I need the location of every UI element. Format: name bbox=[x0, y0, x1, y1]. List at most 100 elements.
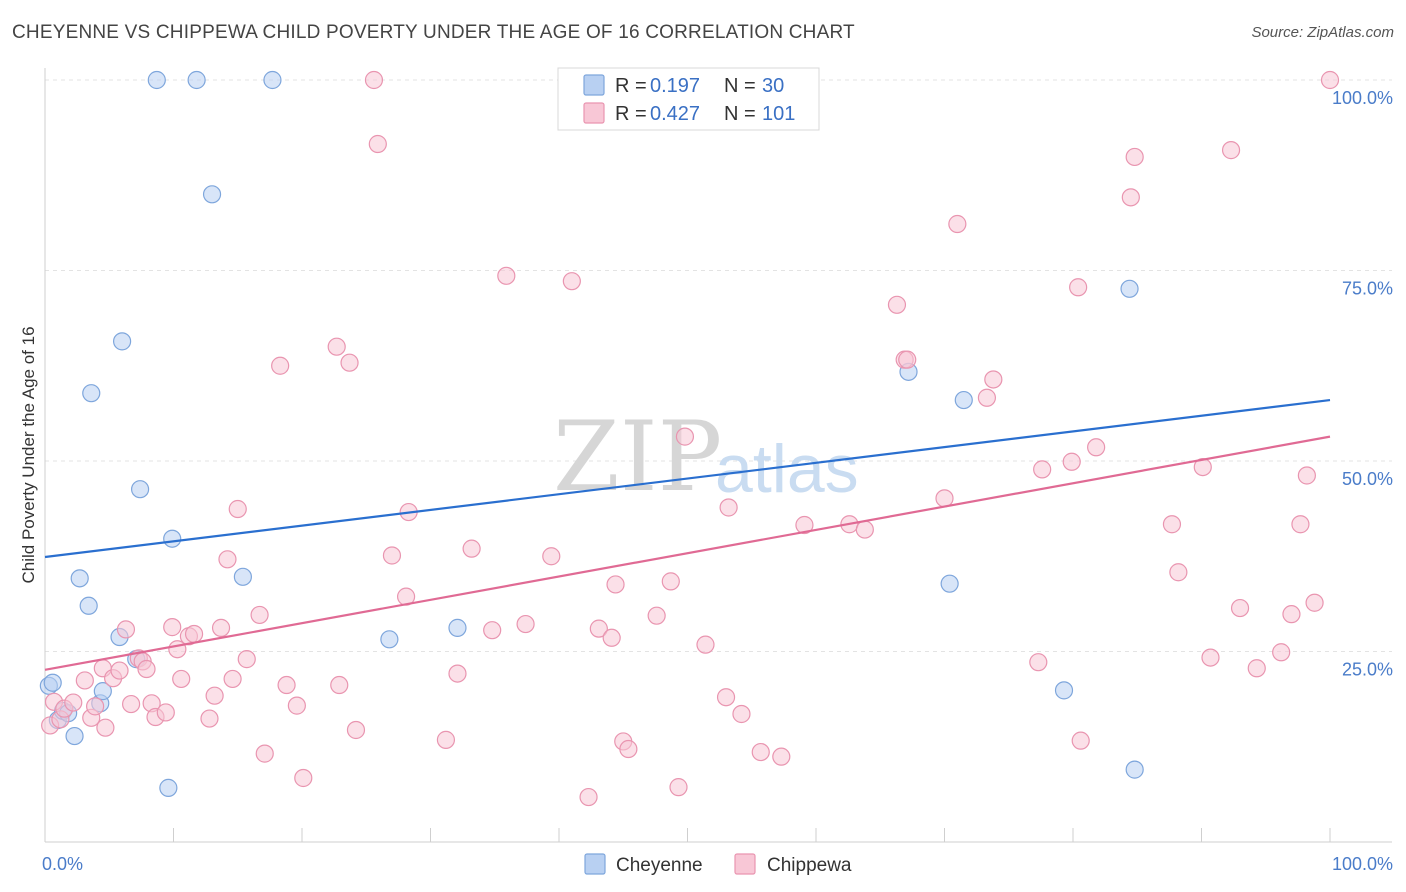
chippewa-point bbox=[562, 272, 581, 291]
chippewa-point bbox=[887, 295, 907, 314]
cheyenne-point bbox=[233, 567, 252, 586]
chippewa-point bbox=[1169, 563, 1188, 582]
legend-box: R = 0.197 N = 30 R = 0.427 N = 101 bbox=[557, 67, 820, 131]
chippewa-point bbox=[172, 669, 191, 689]
chippewa-point bbox=[1272, 643, 1291, 662]
legend-n-label: N = bbox=[724, 75, 756, 97]
cheyenne-point bbox=[187, 70, 206, 90]
cheyenne-point bbox=[202, 185, 222, 204]
cheyenne-point bbox=[159, 778, 178, 797]
chippewa-point bbox=[462, 539, 481, 558]
chippewa-point bbox=[205, 686, 224, 705]
chippewa-point bbox=[121, 694, 141, 714]
chippewa-point bbox=[1305, 593, 1324, 612]
chippewa-point bbox=[696, 635, 715, 654]
chippewa-point bbox=[346, 720, 366, 740]
legend-n-label: N = bbox=[724, 103, 756, 125]
chippewa-point bbox=[1291, 515, 1310, 534]
chippewa-point bbox=[497, 266, 516, 285]
chippewa-point bbox=[516, 614, 535, 634]
chippewa-point bbox=[795, 515, 814, 535]
chippewa-point bbox=[1230, 598, 1250, 618]
chippewa-point bbox=[661, 572, 680, 591]
chart-title: CHEYENNE VS CHIPPEWA CHILD POVERTY UNDER… bbox=[12, 22, 855, 43]
chippewa-point bbox=[287, 696, 306, 715]
x-tick-label: 0.0% bbox=[42, 854, 83, 874]
cheyenne-legend-swatch bbox=[583, 74, 605, 96]
legend-n-value: 101 bbox=[762, 103, 795, 125]
chippewa-point bbox=[448, 664, 467, 683]
trend-lines bbox=[44, 398, 1331, 671]
cheyenne-point bbox=[147, 70, 166, 90]
chippewa-point bbox=[96, 718, 115, 737]
chippewa-point bbox=[977, 388, 997, 407]
chippewa-point bbox=[86, 697, 105, 716]
chippewa-point bbox=[368, 134, 387, 154]
chippewa-bottom-swatch bbox=[734, 853, 756, 875]
chippewa-point bbox=[110, 661, 129, 680]
chippewa-point bbox=[223, 669, 242, 689]
chippewa-point bbox=[64, 693, 83, 712]
chippewa-point bbox=[579, 787, 598, 807]
chippewa-point bbox=[751, 742, 770, 762]
chippewa-point bbox=[116, 620, 136, 639]
chippewa-point bbox=[1297, 466, 1316, 485]
cheyenne-point bbox=[1125, 760, 1144, 779]
chippewa-point bbox=[1029, 653, 1048, 672]
data-points bbox=[39, 70, 1340, 807]
cheyenne-point bbox=[940, 574, 959, 593]
y-tick-label: 100.0% bbox=[1332, 88, 1393, 108]
chippewa-point bbox=[719, 498, 738, 517]
chippewa-point bbox=[277, 675, 296, 695]
cheyenne-point bbox=[93, 682, 112, 701]
cheyenne-point bbox=[1120, 279, 1139, 298]
tick-labels: 25.0% 50.0% 75.0% 100.0% 0.0% 100.0% bbox=[42, 88, 1393, 874]
y-tick-label: 50.0% bbox=[1342, 469, 1393, 489]
chippewa-point bbox=[647, 606, 666, 625]
chippewa-point bbox=[1071, 731, 1090, 750]
chippewa-point bbox=[483, 621, 502, 640]
chippewa-point bbox=[184, 624, 204, 644]
chippewa-point bbox=[340, 353, 359, 372]
chippewa-point bbox=[271, 356, 290, 375]
chippewa-point bbox=[327, 337, 346, 356]
chippewa-point bbox=[1247, 659, 1266, 678]
cheyenne-point bbox=[65, 726, 84, 746]
y-axis-title: Child Poverty Under the Age of 16 bbox=[19, 326, 38, 583]
cheyenne-bottom-label: Cheyenne bbox=[616, 855, 703, 876]
cheyenne-point bbox=[1054, 681, 1074, 700]
chippewa-point bbox=[1221, 141, 1241, 160]
legend-r-value: 0.427 bbox=[650, 103, 700, 125]
x-tick-label: 100.0% bbox=[1332, 854, 1393, 874]
legend-r-label: R = bbox=[615, 103, 647, 125]
chippewa-point bbox=[382, 546, 402, 565]
watermark-atlas: atlas bbox=[715, 431, 859, 507]
chippewa-point bbox=[1087, 438, 1106, 457]
chippewa-point bbox=[163, 618, 182, 637]
chippewa-point bbox=[237, 650, 256, 669]
chippewa-point bbox=[898, 350, 917, 369]
chippewa-trend-line bbox=[44, 435, 1331, 671]
chippewa-point bbox=[211, 618, 231, 637]
chippewa-point bbox=[218, 550, 237, 569]
chippewa-point bbox=[255, 744, 274, 763]
chippewa-point bbox=[1320, 70, 1340, 90]
chippewa-point bbox=[772, 747, 791, 766]
legend-r-value: 0.197 bbox=[650, 75, 700, 97]
chippewa-point bbox=[1162, 515, 1182, 534]
chippewa-point bbox=[364, 70, 384, 90]
chippewa-point bbox=[589, 619, 608, 638]
cheyenne-trend-line bbox=[44, 398, 1331, 559]
chippewa-point bbox=[984, 370, 1003, 389]
watermark: ZIP atlas bbox=[553, 401, 859, 513]
cheyenne-point bbox=[82, 384, 101, 403]
cheyenne-point bbox=[954, 390, 973, 410]
chippewa-point bbox=[1121, 188, 1140, 207]
cheyenne-point bbox=[112, 332, 132, 351]
chippewa-point bbox=[156, 703, 175, 722]
y-tick-label: 25.0% bbox=[1342, 660, 1393, 680]
chippewa-point bbox=[669, 778, 688, 797]
chippewa-point bbox=[250, 605, 269, 625]
chippewa-point bbox=[542, 547, 561, 566]
